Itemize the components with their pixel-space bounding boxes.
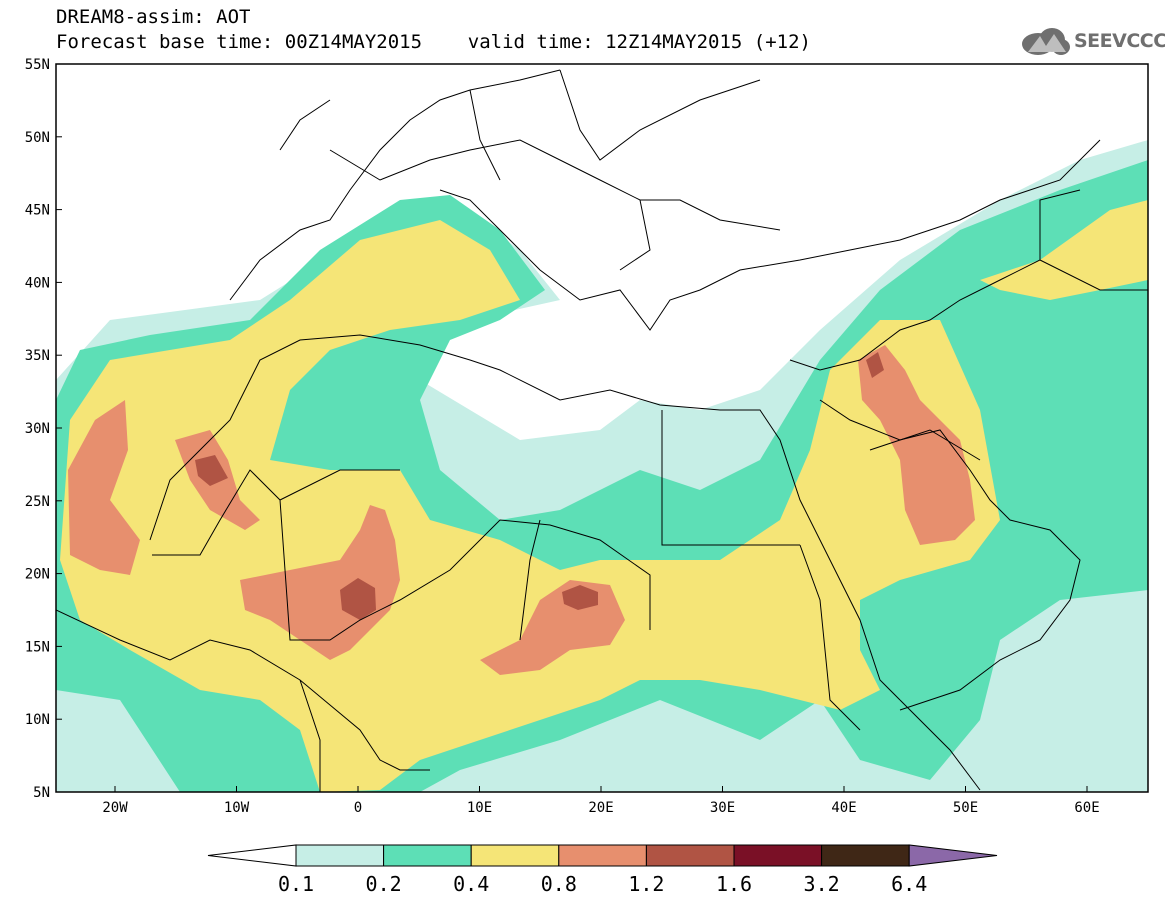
lat-tick-label: 50N bbox=[25, 130, 50, 146]
lat-tick-label: 10N bbox=[25, 712, 50, 728]
lat-tick-label: 20N bbox=[25, 567, 50, 583]
lat-tick-label: 30N bbox=[25, 421, 50, 437]
logo-text: SEEVCCC bbox=[1074, 30, 1165, 52]
coastline-arabia bbox=[819, 399, 1081, 711]
lon-tick-label: 20W bbox=[102, 800, 128, 816]
coastline-north-africa bbox=[149, 334, 901, 701]
lat-tick-label: 5N bbox=[33, 785, 50, 801]
border-sahara-2 bbox=[279, 410, 800, 641]
seevccc-logo: SEEVCCC bbox=[1018, 22, 1165, 62]
colorbar-label: 1.2 bbox=[628, 872, 664, 896]
lon-tick-label: 60E bbox=[1074, 800, 1099, 816]
lon-tick-label: 40E bbox=[831, 800, 856, 816]
lon-tick-label: 0 bbox=[354, 800, 362, 816]
border-europe-interior bbox=[329, 69, 781, 271]
lon-tick-label: 50E bbox=[953, 800, 978, 816]
border-sahara-1 bbox=[152, 469, 651, 641]
country-borders bbox=[56, 69, 1148, 792]
colorbar-swatch bbox=[295, 844, 385, 867]
lon-axis: 20W 10W 0 10E 20E 30E 40E 50E 60E bbox=[102, 786, 1100, 816]
colorbar-label: 0.4 bbox=[453, 872, 489, 896]
lat-tick-label: 40N bbox=[25, 275, 50, 291]
lon-tick-label: 10E bbox=[467, 800, 492, 816]
lat-tick-label: 55N bbox=[25, 57, 50, 73]
colorbar-label: 6.4 bbox=[891, 872, 927, 896]
forecast-time-line: Forecast base time: 00Z14MAY2015 valid t… bbox=[56, 31, 811, 53]
colorbar-label: 0.8 bbox=[541, 872, 577, 896]
colorbar-label: 0.1 bbox=[278, 872, 314, 896]
colorbar-label: 0.2 bbox=[366, 872, 402, 896]
lat-tick-label: 15N bbox=[25, 639, 50, 655]
colorbar-label: 1.6 bbox=[716, 872, 752, 896]
colorbar-swatch bbox=[821, 844, 910, 867]
colorbar-label: 3.2 bbox=[804, 872, 840, 896]
colorbar-swatch bbox=[558, 844, 647, 867]
lat-tick-label: 25N bbox=[25, 494, 50, 510]
border-middle-east bbox=[789, 189, 1148, 461]
lat-tick-label: 35N bbox=[25, 348, 50, 364]
lat-tick-label: 45N bbox=[25, 203, 50, 219]
lon-tick-label: 10W bbox=[224, 800, 250, 816]
colorbar-low-arrow bbox=[207, 844, 297, 867]
colorbar-high-arrow bbox=[908, 844, 998, 867]
lat-axis: 55N 50N 45N 40N 35N 30N 25N 20N 15N 10N 5N bbox=[25, 57, 62, 801]
border-east-africa bbox=[799, 544, 981, 791]
colorbar-swatch bbox=[733, 844, 823, 867]
cloud-logo-icon bbox=[1022, 28, 1070, 55]
border-west-africa bbox=[56, 609, 430, 792]
coastline-europe bbox=[229, 69, 1101, 331]
colorbar-swatch bbox=[645, 844, 735, 867]
aot-region-0.8 bbox=[68, 345, 975, 675]
colorbar-swatch bbox=[470, 844, 560, 867]
lon-tick-label: 20E bbox=[588, 800, 613, 816]
lon-tick-label: 30E bbox=[710, 800, 735, 816]
colorbar: 0.1 0.2 0.4 0.8 1.2 1.6 3.2 6.4 bbox=[207, 844, 998, 896]
map-title: DREAM8-assim: AOT bbox=[56, 6, 251, 28]
colorbar-swatch bbox=[383, 844, 472, 867]
